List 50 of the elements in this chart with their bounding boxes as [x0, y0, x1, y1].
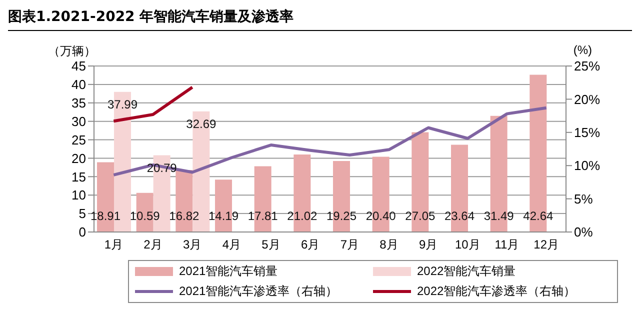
y-tick-label: 15 [72, 169, 86, 184]
y2-tick-label: 5% [574, 191, 594, 206]
data-label: 10.59 [130, 209, 160, 223]
data-label: 20.79 [146, 160, 178, 175]
data-label: 23.64 [444, 209, 475, 223]
x-tick-label: 7月 [340, 238, 360, 252]
y-tick-label: 40 [72, 77, 86, 92]
data-label: 37.99 [107, 97, 138, 112]
x-tick-label: 12月 [534, 238, 560, 252]
x-tick-label: 1月 [104, 238, 124, 252]
x-tick-label: 10月 [454, 238, 480, 252]
y-tick-label: 5 [78, 206, 86, 222]
y-axis-title: （万辆） [48, 43, 96, 60]
data-label: 14.19 [208, 209, 239, 223]
y-tick-label: 25 [72, 132, 86, 148]
y-tick-label: 10 [72, 188, 86, 203]
data-label: 16.82 [169, 209, 200, 223]
legend-label: 2021智能汽车销量 [179, 263, 278, 280]
y-tick-label: 30 [72, 114, 86, 129]
data-label: 21.02 [287, 209, 318, 223]
legend-label: 2022智能汽车销量 [417, 263, 516, 280]
legend-label: 2021智能汽车渗透率（右轴） [179, 283, 338, 300]
y2-axis-title: (%) [573, 43, 592, 59]
y2-tick-label: 25% [574, 58, 600, 74]
legend-label: 2022智能汽车渗透率（右轴） [417, 283, 576, 300]
x-tick-label: 6月 [300, 238, 320, 252]
y2-tick-label: 20% [574, 92, 600, 107]
x-tick-label: 4月 [222, 238, 242, 252]
data-label: 20.40 [366, 209, 396, 223]
chart-title: 图表1.2021-2022 年智能汽车销量及渗透率 [8, 8, 632, 31]
data-label: 17.81 [248, 209, 278, 223]
data-label: 18.91 [90, 209, 121, 223]
x-tick-label: 9月 [418, 238, 438, 252]
data-label: 31.49 [484, 209, 514, 223]
data-label: 19.25 [326, 209, 357, 223]
y-tick-label: 0 [78, 224, 86, 240]
data-label: 42.64 [523, 209, 554, 223]
x-tick-label: 3月 [182, 238, 202, 252]
y2-tick-label: 10% [574, 158, 600, 174]
x-tick-label: 5月 [262, 238, 280, 252]
y-tick-label: 45 [72, 58, 86, 74]
x-tick-label: 11月 [494, 238, 520, 252]
data-label: 27.05 [405, 209, 436, 223]
y-tick-label: 20 [72, 150, 86, 166]
x-tick-label: 2月 [144, 238, 162, 252]
y-tick-label: 35 [72, 96, 86, 111]
x-tick-label: 8月 [380, 238, 398, 252]
data-label: 32.69 [186, 116, 217, 131]
y2-tick-label: 15% [574, 125, 600, 140]
y2-tick-label: 0% [574, 224, 594, 240]
